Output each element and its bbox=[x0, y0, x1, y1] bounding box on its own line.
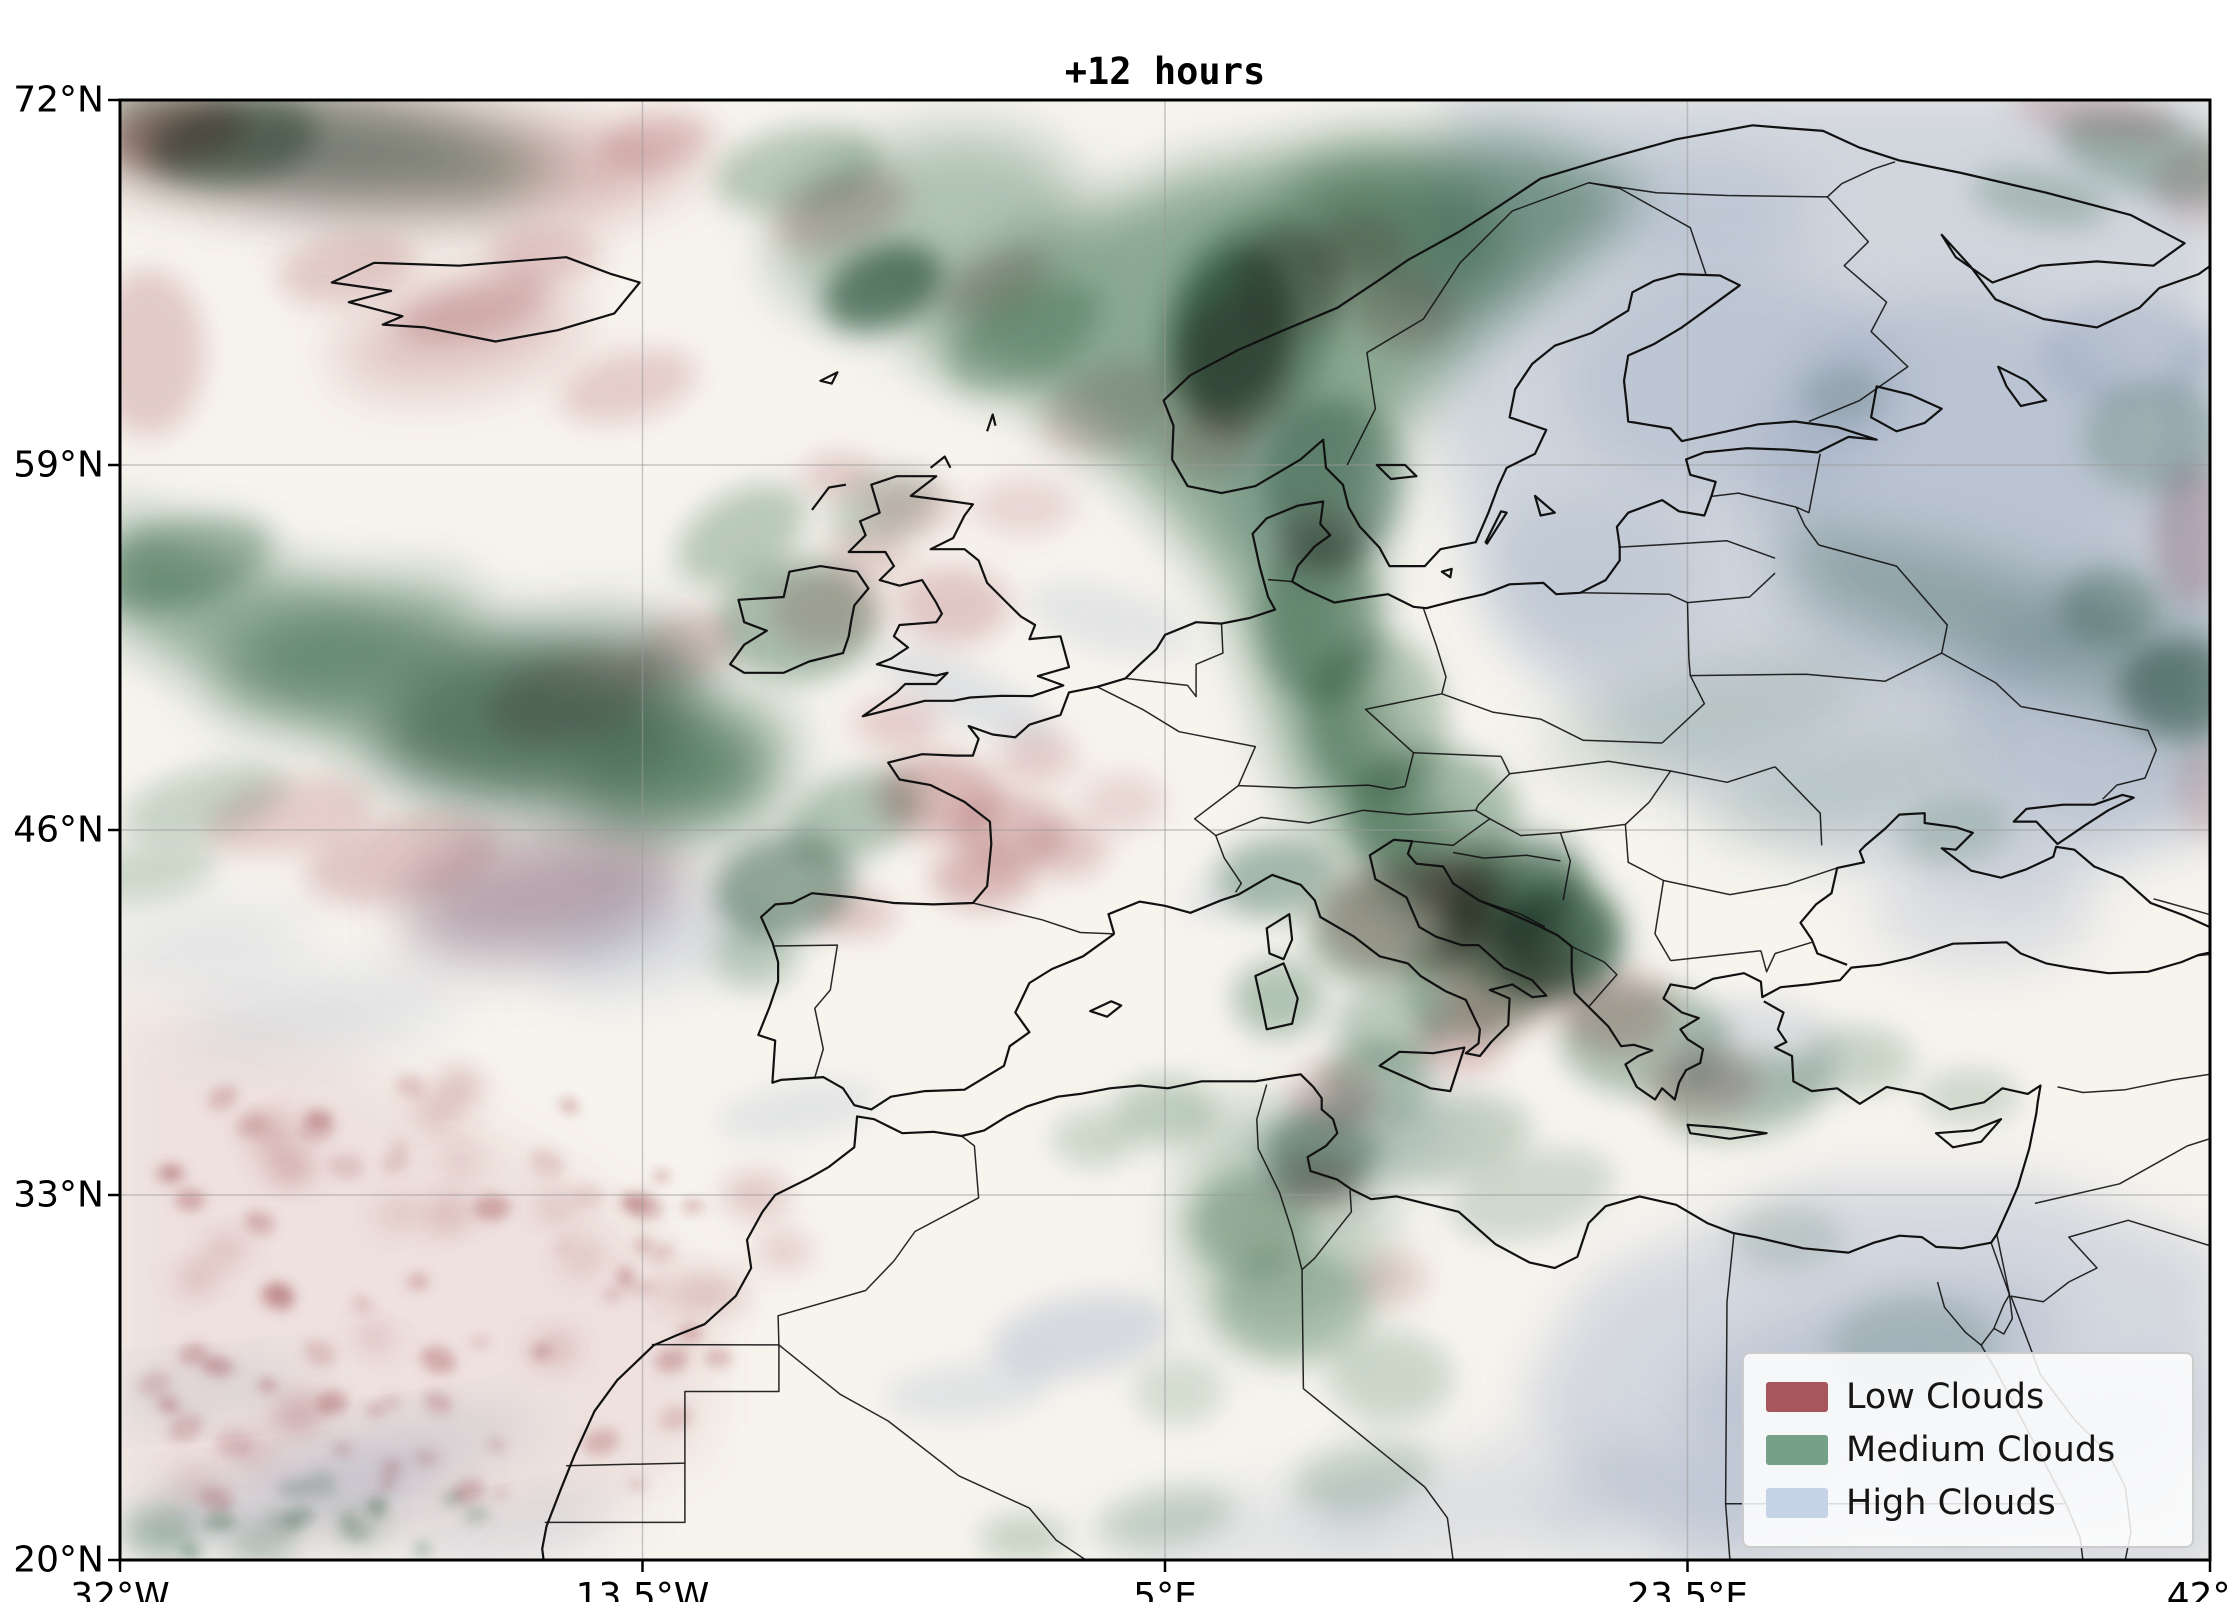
legend-item: Medium Clouds bbox=[1766, 1430, 2170, 1470]
legend-item: High Clouds bbox=[1766, 1483, 2170, 1523]
legend-swatch bbox=[1766, 1488, 1828, 1519]
coastlines bbox=[330, 124, 2210, 1560]
axis-ticks bbox=[108, 98, 2212, 1572]
map-frame bbox=[118, 98, 2212, 1562]
legend-label: Low Clouds bbox=[1846, 1376, 2045, 1417]
y-tick-label: 33°N bbox=[13, 1174, 104, 1216]
y-tick-label: 72°N bbox=[13, 79, 104, 121]
x-tick-label: 23.5°E bbox=[1627, 1576, 1748, 1602]
map-legend: Low Clouds Medium Clouds High Clouds bbox=[1742, 1352, 2194, 1548]
legend-swatch bbox=[1766, 1381, 1828, 1412]
x-tick-label: 32°W bbox=[70, 1576, 170, 1602]
x-tick-label: 42°E bbox=[2166, 1576, 2233, 1602]
lead-time-label: +12 hours bbox=[1064, 50, 1266, 93]
legend-swatch bbox=[1766, 1434, 1828, 1465]
graticule bbox=[120, 100, 2210, 1560]
y-tick-label: 59°N bbox=[13, 444, 104, 486]
x-tick-label: 5°E bbox=[1133, 1576, 1197, 1602]
legend-item: Low Clouds bbox=[1766, 1377, 2170, 1417]
y-tick-label: 20°N bbox=[13, 1539, 104, 1581]
x-tick-label: 13.5°W bbox=[575, 1576, 710, 1602]
low-clouds-layer bbox=[120, 100, 2210, 1546]
legend-label: High Clouds bbox=[1846, 1483, 2056, 1524]
y-tick-label: 46°N bbox=[13, 809, 104, 851]
legend-label: Medium Clouds bbox=[1846, 1429, 2116, 1470]
